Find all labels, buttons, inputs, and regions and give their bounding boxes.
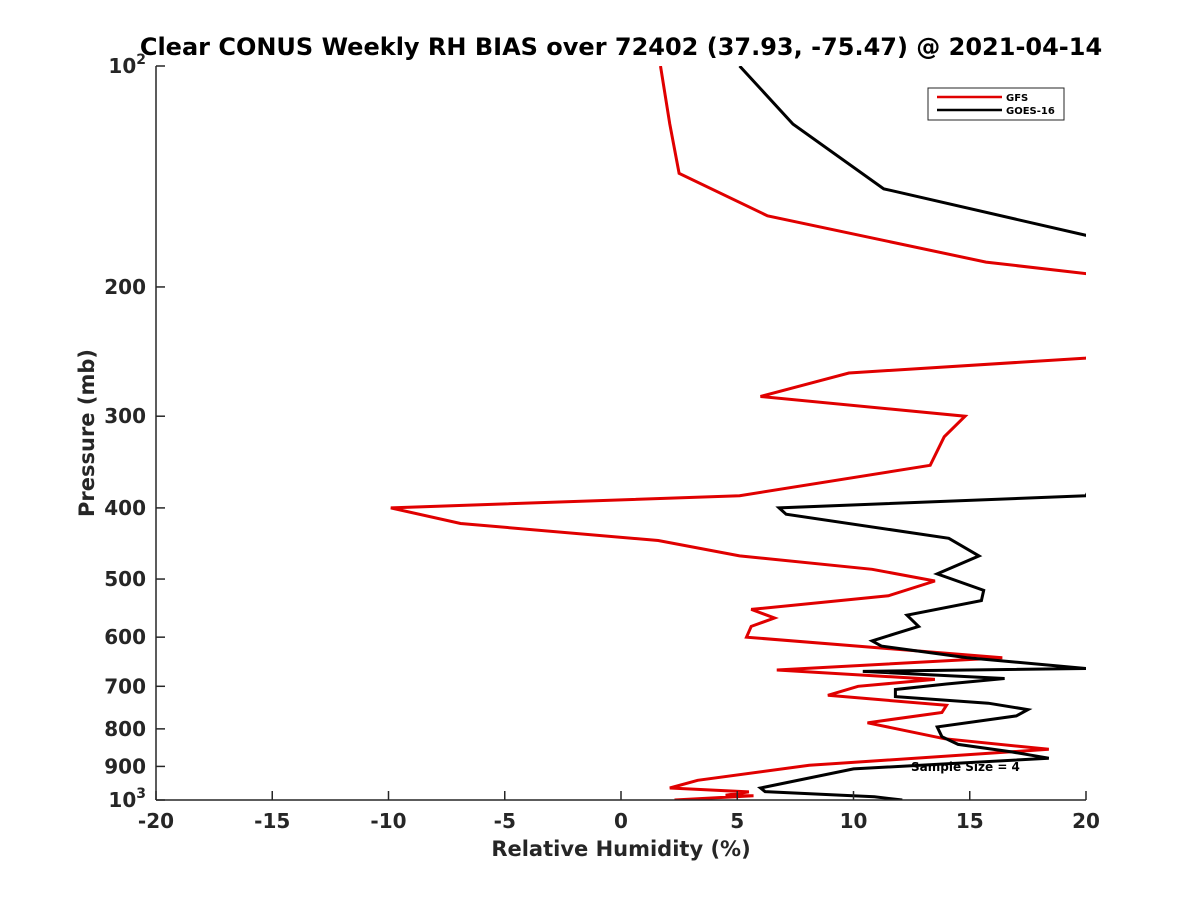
y-tick-label: 300 bbox=[104, 404, 146, 428]
y-tick-label: 500 bbox=[104, 567, 146, 591]
legend-box bbox=[927, 87, 1065, 121]
y-tick-label: 102 bbox=[108, 52, 146, 78]
legend: GFS GOES-16 bbox=[927, 87, 1065, 121]
sample-size-annotation: Sample Size = 4 bbox=[911, 760, 1020, 774]
x-tick-label: 5 bbox=[730, 809, 744, 833]
y-tick-label: 700 bbox=[104, 674, 146, 698]
x-tick-label: -5 bbox=[494, 809, 516, 833]
x-tick-label: 0 bbox=[614, 809, 628, 833]
y-axis-label: Pressure (mb) bbox=[75, 349, 99, 517]
legend-label-gfs: GFS bbox=[1006, 93, 1028, 104]
x-tick-label: 15 bbox=[956, 809, 984, 833]
legend-label-goes16: GOES-16 bbox=[1006, 106, 1055, 117]
y-tick-label: 400 bbox=[104, 496, 146, 520]
y-tick-label: 200 bbox=[104, 275, 146, 299]
chart-title: Clear CONUS Weekly RH BIAS over 72402 (3… bbox=[140, 33, 1102, 61]
y-tick-label: 900 bbox=[104, 754, 146, 778]
x-tick-label: -10 bbox=[370, 809, 406, 833]
y-tick-label: 600 bbox=[104, 625, 146, 649]
x-axis-label: Relative Humidity (%) bbox=[491, 837, 750, 861]
x-tick-label: 10 bbox=[840, 809, 868, 833]
y-tick-label: 103 bbox=[108, 786, 146, 812]
x-tick-label: -15 bbox=[254, 809, 290, 833]
series-line-goes16 bbox=[738, 66, 1086, 800]
series-line-gfs bbox=[390, 66, 1086, 800]
x-tick-label: 20 bbox=[1072, 809, 1100, 833]
y-tick-label: 800 bbox=[104, 717, 146, 741]
x-tick-label: -20 bbox=[138, 809, 174, 833]
